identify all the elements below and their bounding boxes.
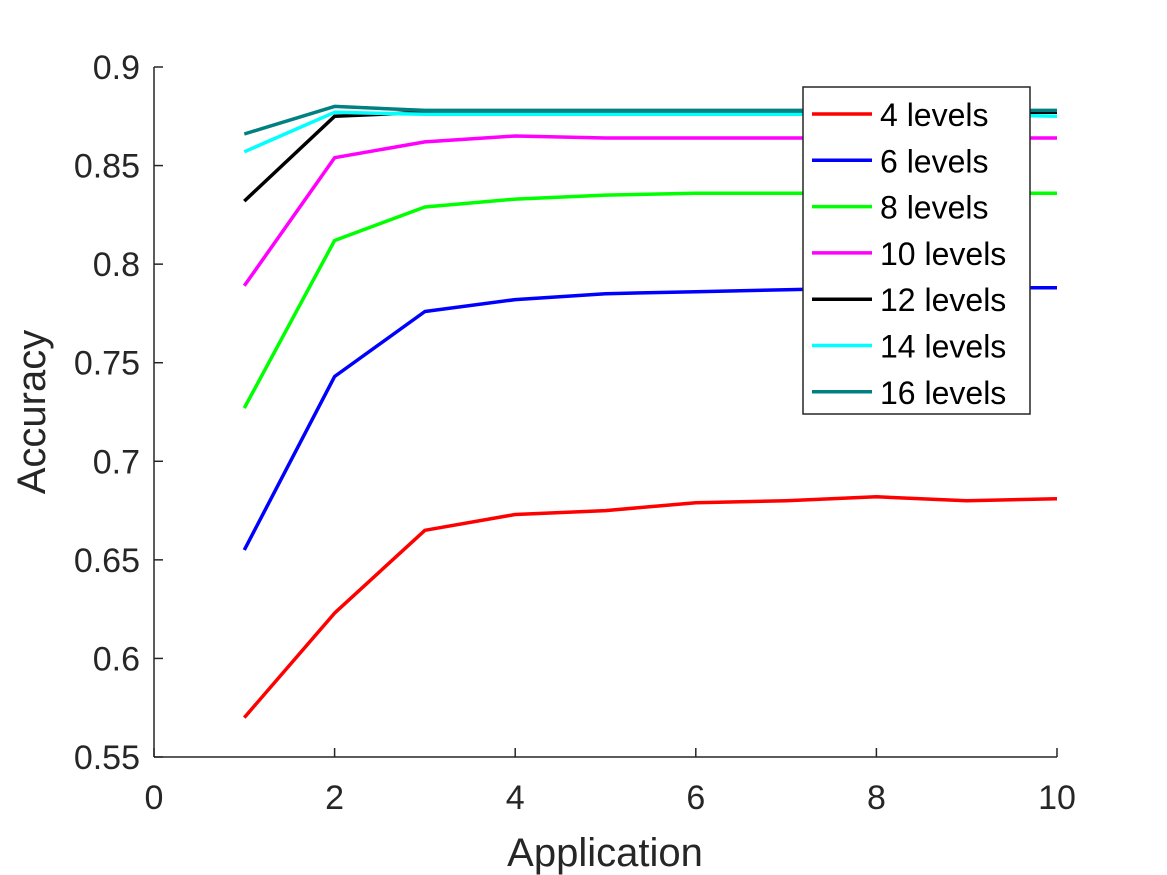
y-tick-label: 0.55 bbox=[74, 739, 140, 777]
legend-label-6: 14 levels bbox=[880, 329, 1006, 365]
x-tick-label: 2 bbox=[325, 779, 344, 817]
legend-label-7: 16 levels bbox=[880, 375, 1006, 411]
x-tick-label: 8 bbox=[867, 779, 886, 817]
y-axis-title: Accuracy bbox=[10, 330, 54, 495]
legend-label-5: 12 levels bbox=[880, 282, 1006, 318]
legend: 4 levels 6 levels 8 levels 10 levels 12 leve… bbox=[802, 86, 1031, 415]
y-tick-label: 0.65 bbox=[74, 542, 140, 580]
y-tick-label: 0.7 bbox=[93, 443, 140, 481]
legend-label-3: 8 levels bbox=[880, 190, 989, 226]
legend-label-2: 6 levels bbox=[880, 143, 989, 179]
legend-box bbox=[802, 86, 1031, 415]
y-tick-label: 0.75 bbox=[74, 345, 140, 383]
y-tick-label: 0.8 bbox=[93, 246, 140, 284]
legend-label-4: 10 levels bbox=[880, 236, 1006, 272]
x-tick-label: 6 bbox=[686, 779, 705, 817]
y-tick-label: 0.85 bbox=[74, 148, 140, 186]
x-tick-label: 4 bbox=[506, 779, 525, 817]
axes-layer bbox=[153, 67, 1057, 758]
y-tick-label: 0.9 bbox=[93, 49, 140, 87]
ticks-layer: 0 2 4 6 8 10 0.55 0.6 0.65 0.7 0.75 0.8 0.85 0.9 bbox=[74, 49, 1076, 817]
x-axis-title: Application bbox=[507, 831, 703, 875]
series-line-1 bbox=[242, 495, 1058, 719]
x-tick-label: 0 bbox=[145, 779, 164, 817]
x-tick-label: 10 bbox=[1038, 779, 1076, 817]
legend-label-1: 4 levels bbox=[880, 97, 989, 133]
y-tick-label: 0.6 bbox=[93, 640, 140, 678]
